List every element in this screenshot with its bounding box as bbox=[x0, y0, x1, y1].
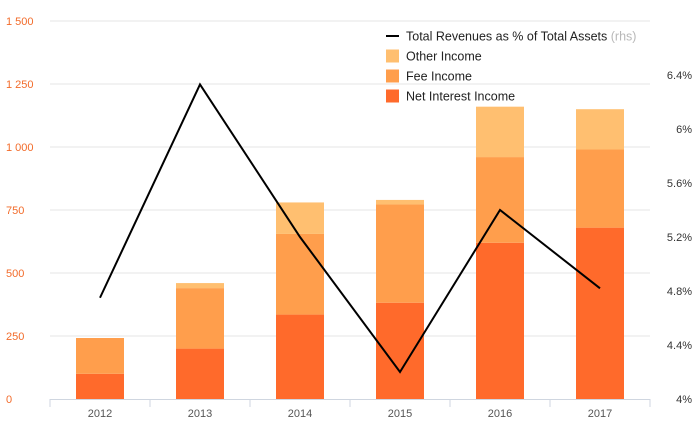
x-tick-label: 2017 bbox=[588, 408, 612, 420]
y-right-tick-label: 5.2% bbox=[667, 232, 692, 244]
legend-box-swatch bbox=[386, 49, 399, 63]
y-left-tick-label: 250 bbox=[6, 331, 24, 343]
bar-other-income-2016 bbox=[476, 106, 524, 158]
bar-other-income-2014 bbox=[276, 202, 324, 234]
x-tick-label: 2016 bbox=[488, 408, 512, 420]
legend-label-note: (rhs) bbox=[607, 30, 636, 44]
bars bbox=[76, 106, 624, 399]
bar-net-interest-income-2016 bbox=[476, 242, 524, 399]
y-right-tick-label: 4.4% bbox=[667, 340, 692, 352]
legend-label: Total Revenues as % of Total Assets (rhs… bbox=[406, 30, 636, 44]
y-right-tick-label: 6% bbox=[676, 124, 692, 136]
bar-other-income-2017 bbox=[576, 109, 624, 150]
y-right-tick-label: 6.4% bbox=[667, 70, 692, 82]
legend-box-swatch bbox=[386, 69, 399, 83]
bar-net-interest-income-2013 bbox=[176, 348, 224, 399]
revenue-ratio-line bbox=[99, 82, 601, 374]
legend: Total Revenues as % of Total Assets (rhs… bbox=[386, 30, 636, 104]
y-left-tick-label: 0 bbox=[6, 394, 12, 406]
x-tick-label: 2015 bbox=[388, 408, 412, 420]
x-tick-label: 2012 bbox=[88, 408, 112, 420]
bar-other-income-2013 bbox=[176, 283, 224, 289]
bar-fee-income-2014 bbox=[276, 233, 324, 315]
legend-label: Fee Income bbox=[406, 70, 472, 84]
bar-net-interest-income-2017 bbox=[576, 227, 624, 399]
y-axis-right: 4% 4.4% 4.8% 5.2% 5.6% 6% 6.4% bbox=[667, 70, 692, 406]
bar-fee-income-2016 bbox=[476, 157, 524, 243]
y-left-tick-label: 500 bbox=[6, 268, 24, 280]
legend-label: Other Income bbox=[406, 50, 482, 64]
bar-fee-income-2012 bbox=[76, 338, 124, 374]
bar-fee-income-2013 bbox=[176, 288, 224, 349]
revenue-ratio-polyline bbox=[99, 82, 601, 374]
bar-other-income-2015 bbox=[376, 199, 424, 205]
y-right-tick-label: 4% bbox=[676, 394, 692, 406]
legend-label: Net Interest Income bbox=[406, 90, 515, 104]
y-left-tick-label: 750 bbox=[6, 205, 24, 217]
gridlines bbox=[50, 20, 650, 337]
y-axis-left: 0 250 500 750 1 000 1 250 1 500 bbox=[6, 16, 34, 406]
y-left-tick-label: 1 500 bbox=[6, 16, 34, 28]
x-tick-label: 2014 bbox=[288, 408, 312, 420]
legend-box-swatch bbox=[386, 89, 399, 103]
y-left-tick-label: 1 250 bbox=[6, 79, 34, 91]
x-tick-label: 2013 bbox=[188, 408, 212, 420]
bar-fee-income-2017 bbox=[576, 149, 624, 228]
bar-net-interest-income-2014 bbox=[276, 314, 324, 399]
bar-fee-income-2015 bbox=[376, 204, 424, 303]
y-left-tick-label: 1 000 bbox=[6, 142, 34, 154]
y-right-tick-label: 5.6% bbox=[667, 178, 692, 190]
y-right-tick-label: 4.8% bbox=[667, 286, 692, 298]
bar-net-interest-income-2012 bbox=[76, 373, 124, 399]
x-axis: 2012 2013 2014 2015 2016 2017 bbox=[49, 399, 651, 420]
